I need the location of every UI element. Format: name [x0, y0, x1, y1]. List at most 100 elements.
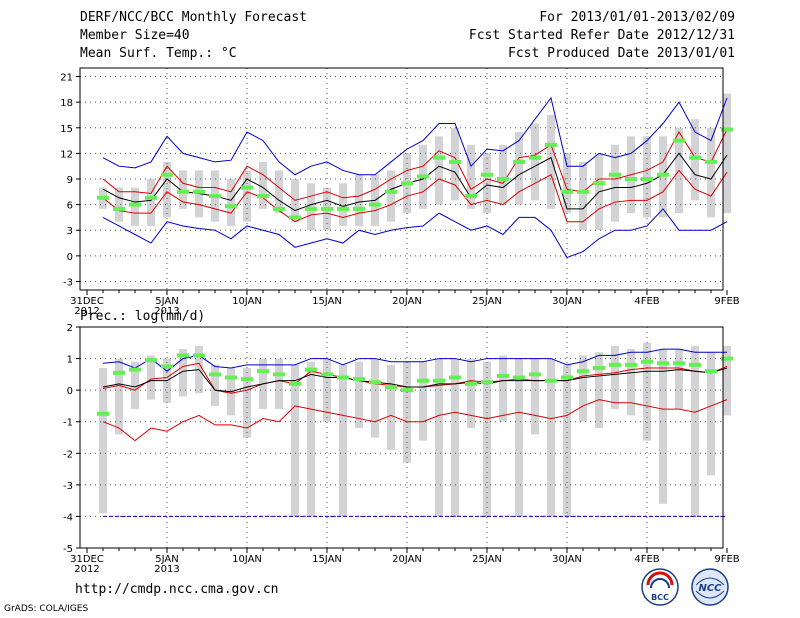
x-tick-label: 20JAN [392, 554, 422, 565]
spread-box [643, 136, 651, 218]
ensemble-marker [513, 159, 525, 164]
series-mean-line [102, 367, 728, 393]
spread-box [611, 345, 619, 410]
spread-box [451, 358, 459, 517]
spread-box [451, 127, 459, 201]
series-max-line [102, 96, 728, 176]
spread-box [723, 345, 731, 416]
precip-label: Prec.: log(mm/d) [80, 309, 205, 324]
spread-box [643, 342, 651, 441]
spread-box [147, 355, 155, 400]
x-tick-label: 31DEC [70, 296, 104, 307]
spread-box [323, 358, 331, 422]
y-tick-label: 12 [60, 149, 73, 160]
spread-box [243, 170, 251, 222]
spread-box [147, 179, 155, 226]
ensemble-marker [401, 181, 413, 186]
spread-box [387, 170, 395, 222]
ensemble-marker [257, 369, 269, 374]
x-tick-label: 9FEB [714, 296, 739, 307]
header-left: DERF/NCC/BCC Monthly Forecast Member Size… [80, 9, 307, 63]
y-tick-label: -4 [63, 512, 73, 523]
spread-box [115, 187, 123, 222]
series-min-line [102, 208, 728, 259]
spread-box [179, 349, 187, 397]
ensemble-marker [225, 204, 237, 209]
variable-label: Mean Surf. Temp.: °C [80, 46, 237, 61]
ensemble-marker [721, 356, 733, 361]
spread-box [627, 349, 635, 416]
spread-box [339, 183, 347, 226]
x-tick-label: 4FEB [634, 296, 659, 307]
spread-box [259, 161, 267, 209]
ensemble-marker [497, 373, 509, 378]
ensemble-marker [353, 377, 365, 382]
ensemble-marker [161, 172, 173, 177]
ensemble-marker [353, 206, 365, 211]
ensemble-marker [577, 369, 589, 374]
spread-box [355, 361, 363, 429]
x-tick-label: 15JAN [312, 554, 342, 565]
y-tick-label: 2 [67, 323, 73, 334]
produced-date: Fcst Produced Date 2013/01/01 [508, 46, 735, 61]
source-url[interactable]: http://cmdp.ncc.cma.gov.cn [75, 582, 279, 597]
ensemble-marker [129, 367, 141, 372]
series-lower-line [102, 169, 728, 223]
ensemble-marker [577, 189, 589, 194]
x-tick-label: 4FEB [634, 554, 659, 565]
bcc-logo: BCC [641, 568, 679, 606]
y-tick-label: 18 [60, 98, 73, 109]
ensemble-marker [433, 378, 445, 383]
x-tick-label: 5JAN [155, 296, 178, 307]
ensemble-marker [433, 155, 445, 160]
ensemble-marker [625, 362, 637, 367]
spread-box [579, 355, 587, 422]
spread-box [211, 364, 219, 406]
spread-box [371, 358, 379, 438]
x-tick-year: 2013 [154, 564, 179, 575]
ensemble-marker [449, 375, 461, 380]
spread-box [99, 368, 107, 514]
ensemble-marker [529, 372, 541, 377]
series-max-line [102, 348, 727, 372]
ensemble-marker [273, 372, 285, 377]
spread-box [339, 364, 347, 517]
ensemble-marker [129, 202, 141, 207]
ncc-logo: NCC [691, 568, 729, 606]
ensemble-marker [449, 159, 461, 164]
x-tick-year: 2013 [154, 306, 179, 317]
ensemble-marker [369, 380, 381, 385]
y-tick-label: 6 [67, 201, 73, 212]
ensemble-marker [385, 189, 397, 194]
spread-box [499, 144, 507, 205]
ensemble-marker [593, 366, 605, 371]
ensemble-marker [465, 194, 477, 199]
ensemble-marker [529, 155, 541, 160]
spread-box [275, 358, 283, 410]
spread-box [467, 358, 475, 429]
ensemble-marker [609, 172, 621, 177]
ensemble-marker [145, 195, 157, 200]
ensemble-marker [705, 369, 717, 374]
spread-box [515, 358, 523, 517]
ensemble-marker [289, 381, 301, 386]
spread-box [131, 361, 139, 410]
chart-title: DERF/NCC/BCC Monthly Forecast [80, 10, 307, 25]
ensemble-marker [113, 370, 125, 375]
x-tick-label: 5JAN [155, 554, 178, 565]
ensemble-marker [177, 189, 189, 194]
spread-box [355, 174, 363, 226]
ensemble-marker [241, 377, 253, 382]
ensemble-marker [673, 361, 685, 366]
plot-frame [79, 326, 724, 549]
spread-box [531, 358, 539, 435]
ensemble-marker [657, 361, 669, 366]
x-tick-label: 20JAN [392, 296, 422, 307]
y-tick-label: 0 [67, 252, 73, 263]
y-tick-label: -2 [63, 449, 73, 460]
ensemble-marker [417, 174, 429, 179]
ensemble-marker [161, 364, 173, 369]
